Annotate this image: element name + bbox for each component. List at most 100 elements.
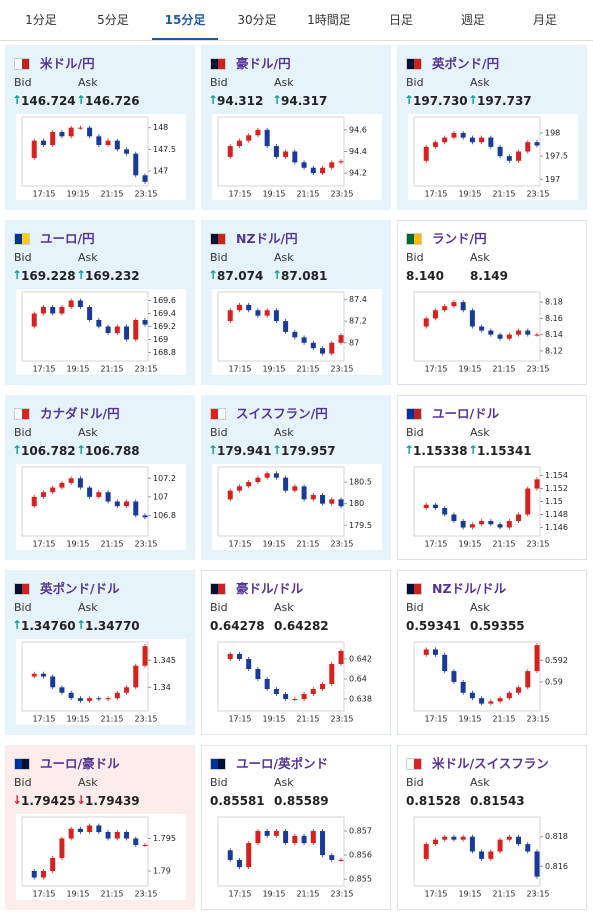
plot-frame	[413, 291, 541, 362]
rate-card[interactable]: カナダドル/円 Bid Ask ↑ ↑ 106.782 106.788 107.2 107 106…	[5, 395, 195, 560]
candle	[68, 127, 74, 137]
candle	[301, 835, 307, 844]
tab[interactable]: 1分足	[25, 13, 57, 27]
pair-name: スイスフラン/円	[236, 406, 328, 421]
y-tick-label: 198	[545, 128, 560, 137]
tab[interactable]: 30分足	[237, 13, 277, 27]
y-tick-label: 1.15	[545, 497, 563, 506]
rate-card[interactable]: 英ポンド/円 Bid Ask ↑ ↑ 197.730 197.737 198 197.5 197 1…	[397, 45, 587, 210]
candle	[497, 839, 503, 852]
pair-name: 米ドル/スイスフラン	[432, 756, 549, 771]
ask-label: Ask	[470, 76, 490, 89]
bid-label: Bid	[210, 601, 228, 614]
tab[interactable]: 1時間足	[307, 13, 351, 27]
rate-card[interactable]: ユーロ/円 Bid Ask ↑ ↑ 169.228 169.232 169.6 169.4 169…	[5, 220, 195, 385]
ask-price: 0.85589	[274, 794, 329, 808]
candle	[255, 477, 261, 482]
candle	[255, 831, 261, 844]
trend-arrow: ↑	[12, 268, 23, 282]
x-tick-label: 17:15	[424, 540, 447, 549]
y-tick-label: 0.818	[545, 832, 568, 841]
tab[interactable]: 5分足	[97, 13, 129, 27]
candle	[227, 490, 233, 500]
rate-card[interactable]: NZドル/ドル Bid Ask 0.59341 0.59355 0.592 0.59 17:1…	[397, 570, 587, 735]
y-tick-label: 179.5	[349, 521, 372, 530]
rate-card[interactable]: 豪ドル/ドル Bid Ask 0.64278 0.64282 0.642 0.64 0.638…	[201, 570, 391, 735]
ask-label: Ask	[470, 601, 490, 614]
mini-chart: 169.6 169.4 169.2 169 168.8 17:15 19:15 21:15 23…	[16, 289, 186, 375]
rate-card[interactable]: 米ドル/円 Bid Ask ↑ ↑ 146.724 146.726 148 147.5 147 17…	[5, 45, 195, 210]
rate-card[interactable]: ユーロ/ドル Bid Ask ↑ ↑ 1.15338 1.15341 1.154 1.152 1.…	[397, 395, 587, 560]
candle	[283, 477, 289, 491]
rate-card[interactable]: ユーロ/豪ドル Bid Ask ↓ ↓ 1.79425 1.79439 1.795 1.79 17…	[5, 745, 195, 910]
x-tick-label: 23:15	[526, 540, 549, 549]
candle	[534, 851, 540, 877]
rate-card[interactable]: スイスフラン/円 Bid Ask ↑ ↑ 179.941 179.957 180.5 180 17…	[201, 395, 391, 560]
ask-label: Ask	[78, 776, 98, 789]
bid-label: Bid	[210, 76, 228, 89]
candle	[68, 828, 74, 839]
candle	[469, 524, 475, 528]
rate-card[interactable]: ランド/円 Bid Ask 8.140 8.149 8.18 8.16 8.14 8.12 17:…	[397, 220, 587, 385]
plot-frame	[217, 291, 345, 362]
candle	[469, 137, 475, 143]
candle	[497, 146, 503, 157]
candle	[50, 676, 56, 688]
y-tick-label: 0.592	[545, 656, 568, 665]
tab[interactable]: 日足	[388, 13, 413, 27]
bid-label: Bid	[406, 601, 424, 614]
tab[interactable]: 週足	[460, 13, 485, 27]
x-tick-label: 21:15	[296, 540, 319, 549]
mini-chart: 148 147.5 147 17:15 19:15 21:15 23:15	[16, 114, 186, 200]
mini-chart: 0.642 0.64 0.638 17:15 19:15 21:15 23:15	[212, 639, 382, 725]
rate-card[interactable]: 英ポンド/ドル Bid Ask ↑ ↑ 1.34760 1.34770 1.345 1.34 17…	[5, 570, 195, 735]
candle	[77, 127, 83, 129]
rate-card[interactable]: 豪ドル/円 Bid Ask ↑ ↑ 94.312 94.317 94.6 94.4 94.2 17:…	[201, 45, 391, 210]
candle	[227, 310, 233, 322]
candle	[329, 664, 335, 684]
candle	[273, 473, 279, 478]
rate-card[interactable]: ユーロ/英ポンド Bid Ask 0.85581 0.85589 0.857 0.856 0.…	[201, 745, 391, 910]
x-tick-label: 23:15	[134, 190, 157, 199]
candle	[460, 836, 466, 840]
candle	[506, 521, 512, 528]
y-tick-label: 1.152	[545, 484, 568, 493]
candle	[142, 175, 148, 182]
y-tick-label: 0.642	[349, 655, 372, 664]
candle	[133, 838, 139, 845]
candle	[320, 167, 326, 174]
x-tick-label: 17:15	[228, 365, 251, 374]
y-tick-label: 0.857	[349, 827, 372, 836]
y-tick-label: 147	[153, 167, 168, 176]
y-tick-label: 0.856	[349, 851, 372, 860]
ask-price: 1.79439	[85, 794, 140, 808]
x-tick-label: 19:15	[66, 715, 89, 724]
candle	[31, 673, 37, 677]
candle	[142, 515, 148, 518]
candle	[292, 151, 298, 163]
rate-card[interactable]: 米ドル/スイスフラン Bid Ask 0.81528 0.81543 0.818 0.816…	[397, 745, 587, 910]
y-tick-label: 94.2	[349, 169, 367, 178]
candle	[442, 137, 448, 143]
candle	[105, 832, 111, 839]
candle	[264, 129, 270, 147]
candle	[264, 473, 270, 478]
candle	[31, 496, 37, 507]
y-tick-label: 169.4	[153, 309, 176, 318]
rate-card[interactable]: NZドル/円 Bid Ask ↑ ↑ 87.074 87.081 87.4 87.2 87 17:1…	[201, 220, 391, 385]
tab[interactable]: 15分足	[152, 0, 218, 40]
y-tick-label: 0.59	[545, 677, 563, 686]
y-tick-label: 8.12	[545, 346, 563, 355]
candle	[310, 831, 316, 844]
candle	[506, 156, 512, 161]
ask-label: Ask	[470, 251, 490, 264]
ask-label: Ask	[78, 601, 98, 614]
x-tick-label: 17:15	[32, 365, 55, 374]
candle	[301, 694, 307, 699]
bid-label: Bid	[14, 776, 32, 789]
candle	[264, 310, 270, 316]
tab[interactable]: 月足	[532, 13, 557, 27]
x-tick-label: 23:15	[330, 890, 353, 899]
candle	[236, 304, 242, 311]
candle	[488, 851, 494, 859]
